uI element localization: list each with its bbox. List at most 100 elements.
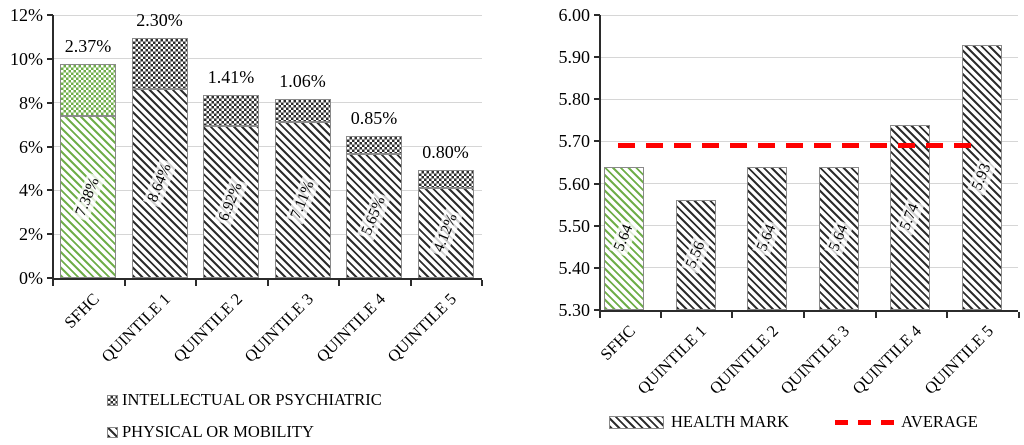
x-axis-label: QUINTILE 2 xyxy=(169,289,246,366)
bar-segment xyxy=(131,88,188,278)
x-axis-tick xyxy=(659,312,662,318)
bar-segment xyxy=(417,170,474,188)
x-axis-label: QUINTILE 1 xyxy=(97,289,175,366)
crosshatch-swatch-icon xyxy=(107,394,118,406)
bar-segment xyxy=(60,64,116,117)
x-axis-label: QUINTILE 3 xyxy=(240,289,318,366)
average-line xyxy=(618,143,976,149)
x-axis-label: QUINTILE 4 xyxy=(848,321,926,398)
healthmark-legend: HEALTH MARK AVERAGE xyxy=(609,412,978,432)
x-axis-tick xyxy=(1017,312,1020,318)
x-axis-label: QUINTILE 2 xyxy=(705,321,782,398)
y-axis-label: 10% xyxy=(10,48,43,69)
x-axis-tick xyxy=(946,312,949,318)
x-axis-tick xyxy=(731,312,734,318)
bar-segment xyxy=(274,98,331,123)
legend-label: INTELLECTUAL OR PSYCHIATRIC xyxy=(122,390,382,409)
x-axis-tick xyxy=(409,280,412,286)
bar-top-value-label: 1.41% xyxy=(207,67,255,88)
x-axis-tick xyxy=(266,280,269,286)
y-axis-label: 6.00 xyxy=(558,5,591,25)
x-axis-tick xyxy=(123,280,126,286)
y-axis-label: 5.30 xyxy=(558,300,591,320)
y-axis-label: 5.80 xyxy=(558,89,591,110)
red-dash-line-icon xyxy=(835,419,898,425)
bar-top-value-label: 0.85% xyxy=(350,107,398,128)
y-axis-line xyxy=(52,15,54,280)
y-axis-label: 8% xyxy=(19,92,43,113)
y-axis-label: 5.90 xyxy=(558,47,591,68)
y-axis-label: 4% xyxy=(19,180,43,201)
gridline xyxy=(54,14,482,16)
x-axis-tick xyxy=(874,312,877,318)
x-axis-tick xyxy=(52,280,54,286)
y-axis-label: 2% xyxy=(19,224,43,245)
x-axis-label: QUINTILE 1 xyxy=(633,321,711,398)
bar-top-value-label: 2.37% xyxy=(64,36,112,57)
disability-legend: INTELLECTUAL OR PSYCHIATRIC PHYSICAL OR … xyxy=(107,384,382,445)
y-axis-tick xyxy=(594,56,600,59)
y-axis-label: 6% xyxy=(19,136,43,157)
y-axis-tick xyxy=(594,224,600,227)
gridline xyxy=(601,140,1018,142)
bar-segment xyxy=(890,124,931,310)
y-axis-tick xyxy=(47,277,53,279)
x-axis-tick xyxy=(481,280,484,286)
y-axis-label: 5.70 xyxy=(558,131,591,152)
y-axis-tick xyxy=(47,101,53,104)
x-axis-tick xyxy=(599,312,601,318)
legend-item-intellectual: INTELLECTUAL OR PSYCHIATRIC xyxy=(107,384,382,416)
diagonal-hatch-swatch-icon xyxy=(609,415,664,429)
bar-top-value-label: 2.30% xyxy=(136,10,183,31)
y-axis-tick xyxy=(47,233,53,236)
gridline xyxy=(601,56,1018,58)
y-axis-tick xyxy=(594,182,600,185)
x-axis-tick xyxy=(803,312,805,318)
bar-segment xyxy=(60,116,116,278)
bar-segment xyxy=(131,38,188,89)
y-axis-tick xyxy=(47,145,53,148)
gridline xyxy=(601,267,1018,269)
y-axis-tick xyxy=(594,309,600,311)
x-axis-label: SFHC xyxy=(596,321,639,364)
x-axis-label: QUINTILE 4 xyxy=(312,289,389,366)
legend-item-physical: PHYSICAL OR MOBILITY xyxy=(107,416,382,445)
y-axis-label: 12% xyxy=(10,5,43,25)
y-axis-tick xyxy=(594,14,600,16)
y-axis-tick xyxy=(47,57,53,60)
x-axis-tick xyxy=(338,280,341,286)
bar-top-value-label: 1.06% xyxy=(279,70,326,91)
x-axis-line xyxy=(52,278,482,280)
x-axis-label: SFHC xyxy=(60,289,103,332)
y-axis-tick xyxy=(47,14,53,16)
x-axis-label: QUINTILE 3 xyxy=(776,321,854,398)
x-axis-label: QUINTILE 5 xyxy=(383,289,461,366)
y-axis-tick xyxy=(47,189,53,192)
y-axis-label: 5.50 xyxy=(558,215,591,236)
legend-label: HEALTH MARK xyxy=(671,412,790,431)
gridline xyxy=(54,233,482,235)
gridline xyxy=(601,98,1018,100)
x-axis-tick xyxy=(195,280,198,286)
gridline xyxy=(54,146,482,147)
bar-segment xyxy=(346,135,402,155)
y-axis-tick xyxy=(594,140,600,143)
y-axis-label: 5.60 xyxy=(558,173,591,194)
bar-segment xyxy=(417,187,474,278)
bar-top-value-label: 0.80% xyxy=(422,142,469,163)
diagonal-hatch-swatch-icon xyxy=(107,426,118,438)
gridline xyxy=(601,183,1018,185)
legend-label: AVERAGE xyxy=(901,412,978,431)
y-axis-label: 0% xyxy=(19,268,43,288)
gridline xyxy=(54,102,482,104)
y-axis-tick xyxy=(594,98,600,101)
x-axis-label: QUINTILE 5 xyxy=(920,321,997,398)
gridline xyxy=(54,58,482,60)
legend-label: PHYSICAL OR MOBILITY xyxy=(122,422,314,441)
gridline xyxy=(601,14,1018,16)
bar-segment xyxy=(203,95,259,127)
x-axis-line xyxy=(599,310,1018,312)
y-axis-tick xyxy=(594,266,600,269)
gridline xyxy=(601,225,1018,227)
